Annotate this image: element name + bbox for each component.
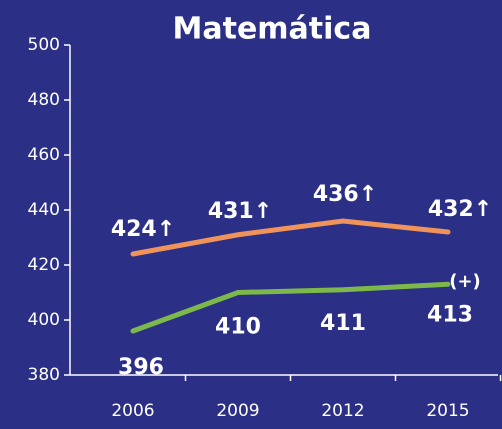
data-label: 413	[427, 302, 473, 327]
y-tick-label: 500	[28, 35, 60, 55]
y-tick-label: 480	[28, 90, 60, 110]
data-label: 396	[118, 355, 164, 380]
y-tick-label: 420	[28, 255, 60, 275]
line-series	[130, 281, 451, 334]
x-tick-label: 2015	[426, 401, 469, 421]
annotation: (+)	[449, 271, 481, 292]
data-label: 436↑	[313, 182, 377, 207]
line-series	[130, 218, 451, 257]
data-label: 424↑	[111, 217, 175, 242]
x-tick-label: 2012	[321, 401, 364, 421]
y-tick-label: 400	[28, 310, 60, 330]
x-tick-label: 2009	[216, 401, 259, 421]
data-label: 410	[215, 315, 261, 340]
data-label: 432↑	[428, 197, 492, 222]
y-tick-label: 460	[28, 145, 60, 165]
y-tick-label: 440	[28, 200, 60, 220]
x-tick-label: 2006	[111, 401, 154, 421]
data-label: 431↑	[208, 199, 272, 224]
chart-title: Matemática	[173, 12, 372, 47]
data-label: 411	[320, 311, 366, 336]
y-tick-label: 380	[28, 365, 60, 385]
